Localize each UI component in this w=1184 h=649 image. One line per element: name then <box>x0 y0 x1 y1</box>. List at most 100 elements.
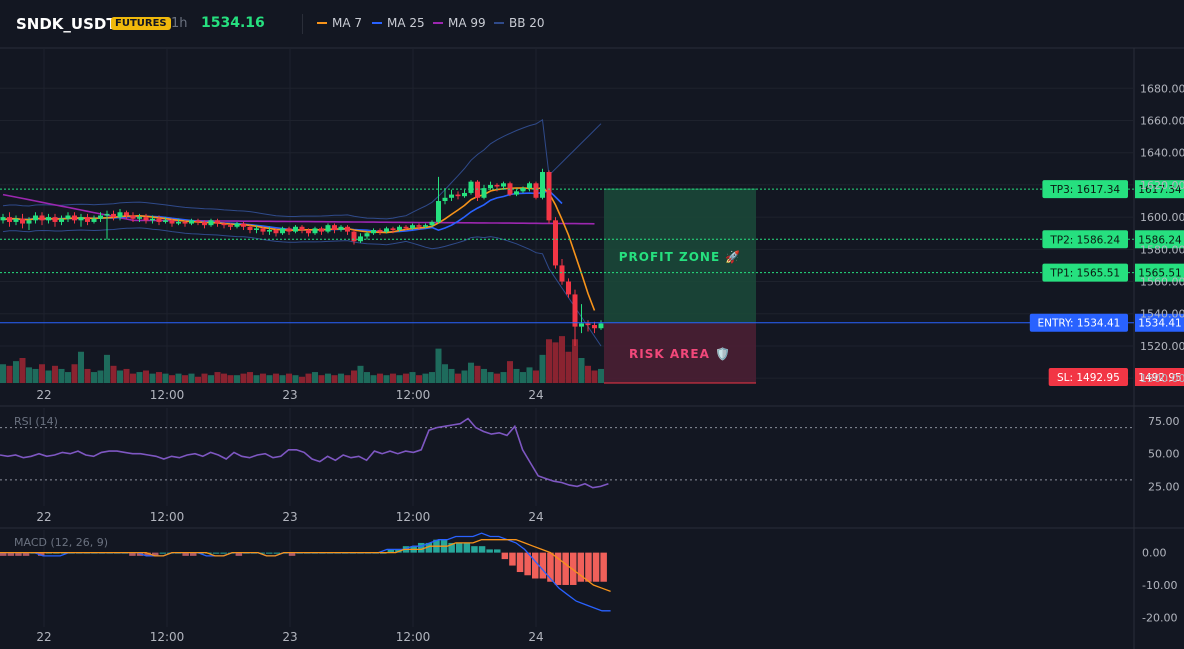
volume-bar <box>461 370 468 383</box>
volume-bar <box>422 373 429 383</box>
time-tick-label: 23 <box>282 630 297 644</box>
macd-histogram-bar <box>129 552 136 556</box>
candle-body <box>52 217 58 222</box>
volume-bar <box>117 370 123 383</box>
candle-body <box>436 201 441 222</box>
level-label-bg <box>1042 263 1128 282</box>
candle-body <box>137 217 142 219</box>
trade-zones: PROFIT ZONE 🚀 RISK AREA 🛡️ <box>604 188 756 384</box>
time-tick-label: 12:00 <box>150 388 185 402</box>
macd-histogram-bar <box>448 542 455 553</box>
time-tick-label: 23 <box>282 510 297 524</box>
macd-histogram-bar <box>547 552 554 582</box>
level-label: TP2: 1586.24 <box>1049 234 1120 246</box>
candle-body <box>156 218 162 222</box>
volume-bar <box>136 372 143 383</box>
candle-body <box>410 225 415 229</box>
candle-body <box>579 323 584 327</box>
candle-body <box>182 221 188 224</box>
price-tick-label: 1660.00 <box>1140 114 1184 127</box>
macd-histogram-bar <box>387 549 395 553</box>
volume-bar <box>240 373 247 383</box>
legend-ma99[interactable]: MA 99 <box>433 16 486 30</box>
macd-histogram-bar <box>220 552 227 554</box>
price-tick-label: 1560.00 <box>1140 276 1184 289</box>
macd-tick-label: -20.00 <box>1142 611 1177 624</box>
volume-bar <box>208 375 214 383</box>
volume-bar <box>513 368 520 383</box>
price-tick-label: 1680.00 <box>1140 82 1184 95</box>
macd-histogram-bar <box>501 552 509 560</box>
volume-bar <box>325 373 331 383</box>
macd-histogram-bar <box>136 552 144 556</box>
time-tick-label: 23 <box>282 388 297 402</box>
symbol-name[interactable]: SNDK_USDT <box>16 15 117 33</box>
macd-histogram-bar <box>486 549 493 553</box>
level-axis-bg <box>1135 368 1184 386</box>
volume-bar <box>578 358 585 383</box>
candle-body <box>442 197 448 202</box>
level-axis-label: 1492.95 <box>1138 372 1181 384</box>
time-tick-label: 12:00 <box>396 630 431 644</box>
volume-bar <box>201 373 208 383</box>
level-axis-label: 1565.51 <box>1138 268 1181 280</box>
volume-bar <box>292 375 299 383</box>
candle-body <box>592 325 597 329</box>
volume-bar <box>234 375 240 383</box>
macd-histogram-bar <box>600 552 607 582</box>
volume-bar <box>195 376 201 383</box>
candle-body <box>33 215 38 221</box>
legend-ma7[interactable]: MA 7 <box>317 16 362 30</box>
volume-bar <box>65 372 71 383</box>
price-tick-label: 1600.00 <box>1140 211 1184 224</box>
volume-bar <box>32 368 39 383</box>
candle-body <box>559 265 565 282</box>
macd-histogram-bar <box>585 552 592 582</box>
candle-body <box>195 220 201 222</box>
volume-bar <box>104 354 110 383</box>
candle-body <box>280 228 285 234</box>
candle-body <box>202 221 207 226</box>
legend-ma25[interactable]: MA 25 <box>372 16 425 30</box>
axes: 1500.00 1520.00 1540.00 1560.00 1580.00 1600.… <box>36 82 1184 644</box>
volume-bar <box>175 373 182 383</box>
last-price: 1534.16 <box>201 15 265 31</box>
volume-bar <box>84 368 91 383</box>
macd-histogram-bar <box>152 552 159 556</box>
legend-bb20[interactable]: BB 20 <box>494 16 545 30</box>
candle-body <box>514 191 519 195</box>
candle-body <box>98 215 103 219</box>
macd-histogram-bar <box>577 552 585 582</box>
macd-histogram-bar <box>418 542 425 553</box>
volume-bar <box>559 336 565 383</box>
candle-body <box>572 294 578 327</box>
level-axis-label: 1586.24 <box>1138 234 1182 246</box>
level-label-bg <box>1029 313 1128 332</box>
volume-bar <box>91 372 97 383</box>
candle-body <box>20 218 25 224</box>
level-label-bg <box>1042 180 1128 199</box>
header-divider <box>302 14 303 34</box>
candle-body <box>546 172 552 221</box>
candle-body <box>501 183 506 187</box>
volume-bar <box>156 372 162 383</box>
candle-body <box>403 226 409 229</box>
candle-body <box>286 228 292 232</box>
candle-body <box>111 213 116 218</box>
timeframe-label[interactable]: 1h <box>171 16 188 31</box>
volume-bar <box>13 361 19 383</box>
legend-swatch <box>433 22 443 24</box>
macd-histogram-bar <box>570 552 577 585</box>
volume-bar <box>279 375 286 383</box>
volume-bar <box>500 372 507 383</box>
macd-histogram-bar <box>562 552 569 585</box>
volume-bar <box>572 339 578 383</box>
candle-body <box>91 218 97 222</box>
candle-body <box>72 215 77 221</box>
volume-bar <box>331 375 338 383</box>
candle-body <box>533 183 539 198</box>
level-axis-label: 1617.34 <box>1138 184 1182 196</box>
macd-histogram-bar <box>463 542 471 553</box>
volume-bar <box>78 351 84 383</box>
time-tick-label: 22 <box>36 630 51 644</box>
